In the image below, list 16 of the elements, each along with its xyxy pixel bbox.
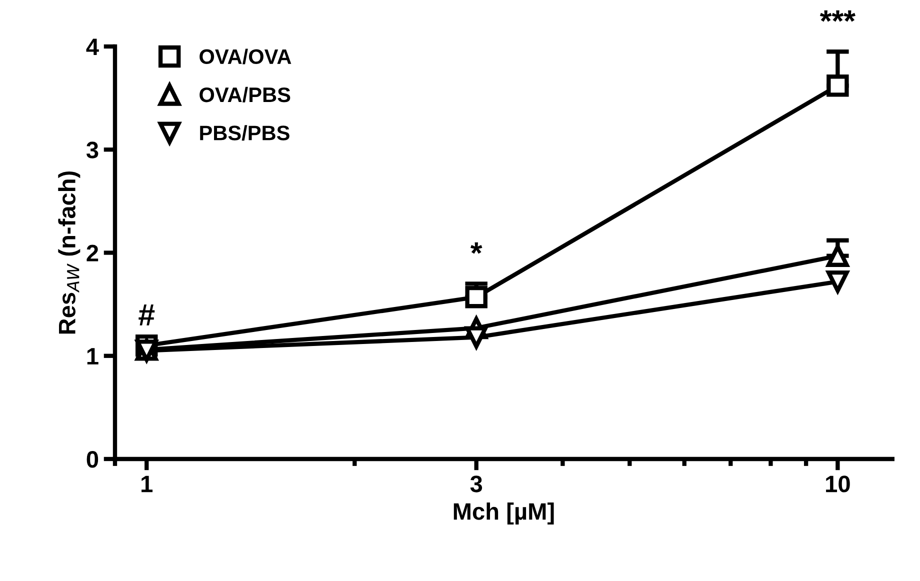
x-tick-label: 10 xyxy=(826,476,850,492)
y-tick-label: 1 xyxy=(87,348,98,364)
y-axis-title: Res$_{AW}$ (n-fach) xyxy=(58,171,80,334)
annotation: # xyxy=(138,304,155,326)
y-tick-label: 4 xyxy=(86,38,99,56)
legend-label: OVA/PBS xyxy=(200,86,290,102)
y-tick-label: 0 xyxy=(86,451,98,468)
x-axis-title: Mch [µM] xyxy=(454,502,554,525)
text: *** xyxy=(820,10,856,22)
y-tick-label: 2 xyxy=(86,244,98,262)
annotation: * xyxy=(470,242,482,254)
x-tick-label: 3 xyxy=(470,476,482,492)
y-tick-label: 3 xyxy=(86,142,98,158)
x-tick-label: 1 xyxy=(142,476,153,492)
legend-label: PBS/PBS xyxy=(200,125,290,141)
legend-label: OVA/OVA xyxy=(200,48,292,64)
